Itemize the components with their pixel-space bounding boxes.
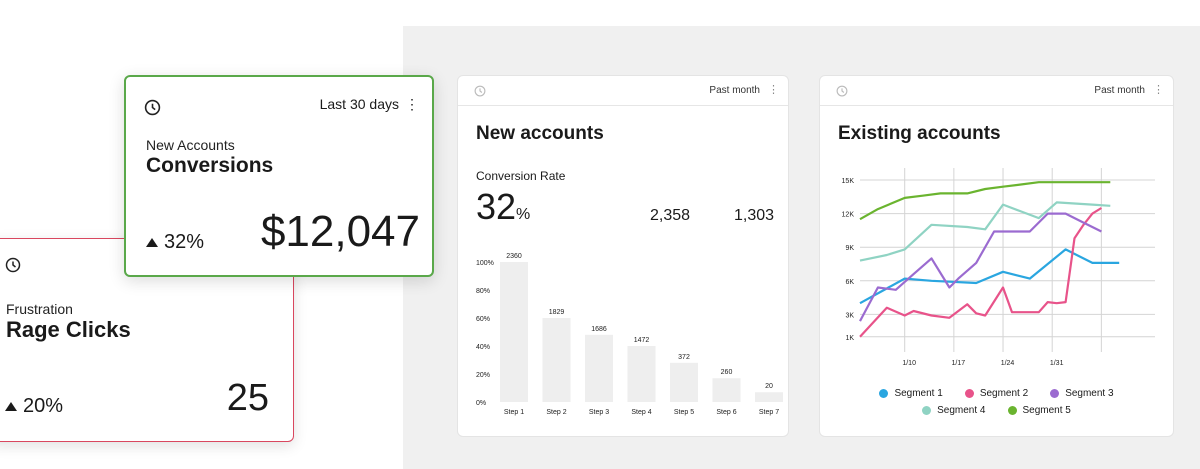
delta-indicator: 32% xyxy=(146,231,204,254)
period-selector[interactable]: Past month ⋮ xyxy=(1094,84,1164,97)
data-label: 260 xyxy=(721,369,733,376)
x-tick-label: Step 5 xyxy=(674,409,694,416)
bar xyxy=(712,378,741,402)
series-line-segment-4 xyxy=(859,201,1111,262)
series-line-segment-5 xyxy=(859,181,1111,221)
rate-number: 32 xyxy=(476,186,517,227)
data-label: 2360 xyxy=(506,253,522,260)
y-tick-label: 6K xyxy=(845,279,854,286)
card-subtitle: Frustration xyxy=(6,301,73,317)
y-tick-label: 20% xyxy=(476,372,490,379)
bar xyxy=(755,392,783,402)
conversions-card[interactable]: Last 30 days ⋮ New Accounts Conversions … xyxy=(124,75,434,277)
kpi-value: 25 xyxy=(226,377,269,419)
data-label: 20 xyxy=(765,383,773,390)
card-subtitle: New Accounts xyxy=(146,137,235,153)
period-selector[interactable]: Past month ⋮ xyxy=(709,84,779,97)
period-label: Past month xyxy=(1094,85,1145,96)
clock-icon xyxy=(5,257,21,273)
new-accounts-panel[interactable]: Past month ⋮ New accounts Conversion Rat… xyxy=(457,75,789,437)
x-tick-label: Step 4 xyxy=(631,409,651,416)
data-label: 1829 xyxy=(549,309,565,316)
legend-label: Segment 4 xyxy=(937,405,986,416)
data-label: 372 xyxy=(678,354,690,361)
legend-swatch xyxy=(964,389,974,398)
x-tick-label: 1/17 xyxy=(952,360,966,367)
data-label: 1686 xyxy=(591,326,607,333)
legend-label: Segment 2 xyxy=(979,388,1029,399)
legend-item: Segment 1 xyxy=(879,388,943,399)
delta-indicator: 20% xyxy=(5,395,63,418)
panel-header: Past month ⋮ xyxy=(458,76,788,106)
y-tick-label: 0% xyxy=(476,400,486,407)
panel-title: Existing accounts xyxy=(838,123,1001,144)
y-tick-label: 12K xyxy=(842,212,855,219)
rate-unit: % xyxy=(516,206,531,223)
x-tick-label: Step 6 xyxy=(716,409,736,416)
more-vertical-icon[interactable]: ⋮ xyxy=(1153,84,1164,96)
clock-icon xyxy=(474,85,486,97)
triangle-up-icon xyxy=(146,238,158,247)
triangle-up-icon xyxy=(5,402,17,411)
rate-label: Conversion Rate xyxy=(476,169,566,183)
y-tick-label: 3K xyxy=(845,312,854,319)
metric-1: 2,358 xyxy=(650,207,691,224)
existing-accounts-panel[interactable]: Past month ⋮ Existing accounts 1K 3K 6K 9K 1… xyxy=(819,75,1174,437)
series-line-segment-1 xyxy=(859,248,1120,305)
delta-value: 20% xyxy=(23,395,64,417)
x-tick-label: Step 3 xyxy=(589,409,609,416)
bar xyxy=(500,262,528,402)
period-label: Past month xyxy=(709,85,760,96)
more-vertical-icon[interactable]: ⋮ xyxy=(405,96,419,112)
legend-label: Segment 3 xyxy=(1065,388,1114,399)
legend-swatch xyxy=(1007,406,1017,415)
x-tick-label: Step 1 xyxy=(504,409,524,416)
y-tick-label: 80% xyxy=(476,288,490,295)
delta-value: 32% xyxy=(164,231,205,253)
y-tick-label: 100% xyxy=(476,260,494,267)
x-tick-label: 1/24 xyxy=(1001,360,1015,367)
chart-legend-row-2: Segment 4 Segment 5 xyxy=(820,405,1173,416)
clock-icon xyxy=(144,99,161,116)
chart-legend-row-1: Segment 1 Segment 2 Segment 3 xyxy=(820,388,1173,399)
y-tick-label: 15K xyxy=(842,178,855,185)
bar xyxy=(670,362,698,402)
x-tick-label: 1/10 xyxy=(902,360,916,367)
y-tick-label: 9K xyxy=(845,245,854,252)
card-title: Rage Clicks xyxy=(6,317,131,342)
y-tick-label: 1K xyxy=(845,335,854,342)
legend-swatch xyxy=(879,389,889,398)
funnel-bar-chart: 0% 20% 40% 60% 80% 100% 2360 Step 1 1829 Step 2 16… xyxy=(476,253,783,416)
kpi-value: $12,047 xyxy=(260,207,420,256)
panel-title: New accounts xyxy=(476,123,604,144)
x-tick-label: 1/31 xyxy=(1050,360,1064,367)
legend-label: Segment 1 xyxy=(894,388,943,399)
panel-header: Past month ⋮ xyxy=(820,76,1173,106)
bar xyxy=(585,334,613,402)
rate-value: 32% xyxy=(476,186,530,228)
series-line-segment-2 xyxy=(859,207,1102,338)
legend-item: Segment 2 xyxy=(964,388,1029,399)
period-selector[interactable]: Last 30 days ⋮ xyxy=(319,96,419,112)
legend-label: Segment 5 xyxy=(1022,405,1071,416)
legend-item: Segment 3 xyxy=(1050,388,1114,399)
clock-icon xyxy=(836,85,848,97)
legend-swatch xyxy=(922,406,932,415)
segments-line-chart: 1K 3K 6K 9K 12K 15K 1/10 1/17 1/24 1/31 xyxy=(842,168,1155,367)
bar xyxy=(627,346,656,402)
x-tick-label: Step 7 xyxy=(759,409,779,416)
y-tick-label: 40% xyxy=(476,344,490,351)
period-label: Last 30 days xyxy=(319,96,399,112)
more-vertical-icon[interactable]: ⋮ xyxy=(768,84,779,96)
x-tick-label: Step 2 xyxy=(546,409,566,416)
card-title: Conversions xyxy=(146,154,274,177)
data-label: 1472 xyxy=(634,337,650,344)
metric-2: 1,303 xyxy=(734,207,775,224)
legend-item: Segment 4 xyxy=(922,405,986,416)
legend-item: Segment 5 xyxy=(1007,405,1071,416)
legend-swatch xyxy=(1050,389,1060,398)
y-tick-label: 60% xyxy=(476,316,490,323)
bar xyxy=(542,318,571,402)
series-line-segment-3 xyxy=(859,212,1102,322)
